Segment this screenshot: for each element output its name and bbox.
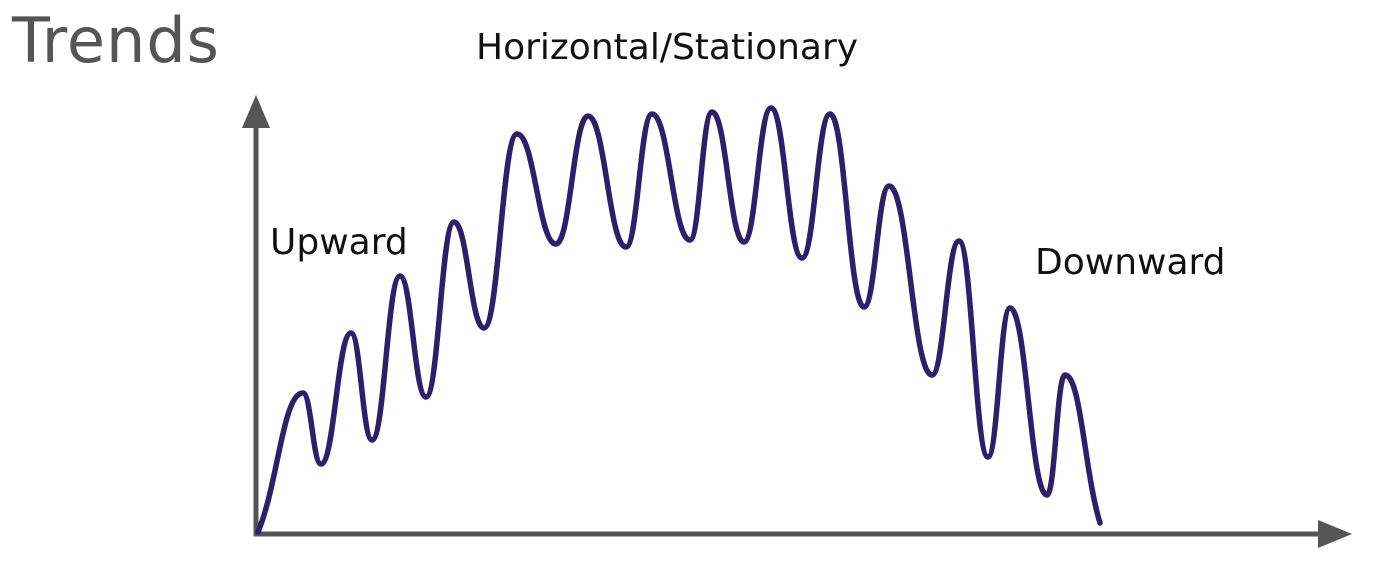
label-horizontal-stationary: Horizontal/Stationary bbox=[476, 27, 859, 68]
x-axis-arrow-icon bbox=[1318, 520, 1352, 548]
label-upward: Upward bbox=[270, 222, 408, 263]
label-downward: Downward bbox=[1035, 242, 1226, 283]
y-axis-arrow-icon bbox=[242, 95, 270, 128]
diagram-title: Trends bbox=[12, 4, 220, 77]
trend-curve bbox=[255, 105, 1103, 535]
